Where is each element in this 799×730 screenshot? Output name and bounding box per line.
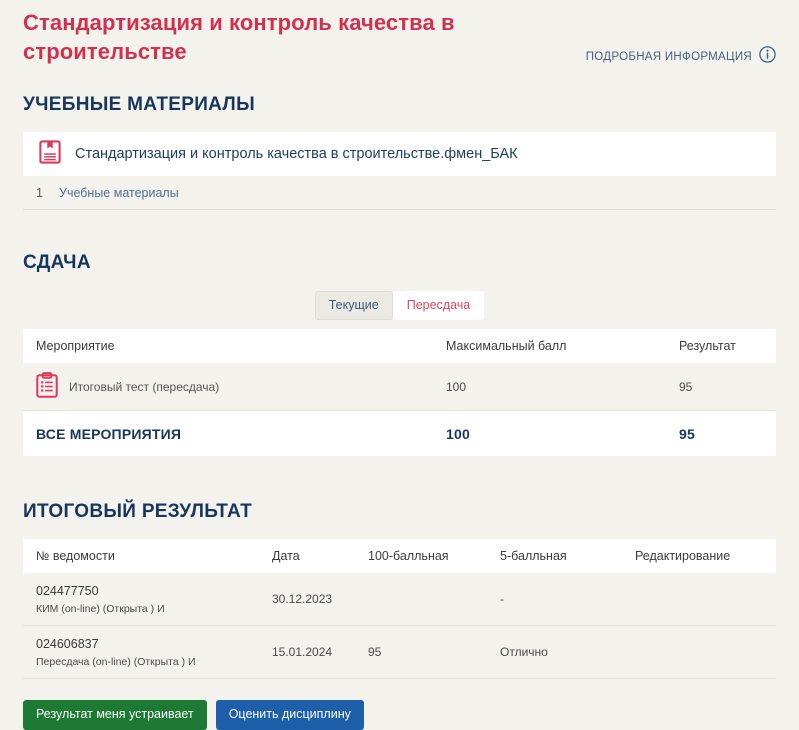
materials-block: Стандартизация и контроль качества в стр… [23,132,776,210]
sdacha-table: Мероприятие Максимальный балл Результат [23,329,776,456]
final-sheet-number: 024477750 [36,583,99,598]
detailed-info-label: ПОДРОБНАЯ ИНФОРМАЦИЯ [585,51,752,63]
sdacha-total-max-score: 100 [433,410,666,456]
final-date: 30.12.2023 [259,573,355,626]
final-sheet-desc: Пересдача (on-line) (Открыта ) И [36,655,196,668]
clipboard-checklist-icon [36,372,58,401]
tab-current[interactable]: Текущие [314,291,393,320]
final-col-score-5: 5-балльная [487,539,622,573]
final-sheet-desc: КИМ (on-line) (Открыта ) И [36,602,165,615]
sdacha-event-cell: Итоговый тест (пересдача) [23,363,433,411]
final-sheet-number: 024606837 [36,636,99,651]
final-edit[interactable] [622,573,776,626]
final-col-date: Дата [259,539,355,573]
final-result-block: № ведомости Дата 100-балльная 5-балльная… [23,539,776,679]
page-header: Стандартизация и контроль качества в стр… [23,0,776,68]
table-row[interactable]: 024477750 КИМ (on-line) (Открыта ) И 30.… [23,573,776,626]
sdacha-event-name: Итоговый тест (пересдача) [69,379,220,394]
final-result-section-title: ИТОГОВЫЙ РЕЗУЛЬТАТ [23,501,253,522]
final-score-5: - [487,573,622,626]
material-card-title: Стандартизация и контроль качества в стр… [75,146,518,162]
table-row[interactable]: Итоговый тест (пересдача) 100 95 [23,363,776,411]
materials-section-title: УЧЕБНЫЕ МАТЕРИАЛЫ [23,94,255,115]
info-circle-icon [759,46,776,68]
tab-retake[interactable]: Пересдача [392,291,485,320]
sdacha-total-result: 95 [666,410,776,456]
book-icon [39,139,61,169]
material-link[interactable]: Учебные материалы [59,185,179,200]
final-result-table: № ведомости Дата 100-балльная 5-балльная… [23,539,776,679]
table-row[interactable]: 024606837 Пересдача (on-line) (Открыта )… [23,625,776,679]
material-card[interactable]: Стандартизация и контроль качества в стр… [23,132,776,176]
final-result-header-row: № ведомости Дата 100-балльная 5-балльная… [23,539,776,573]
sdacha-tabs: Текущие Пересдача [23,291,776,320]
sdacha-col-max-score: Максимальный балл [433,329,666,363]
final-score-100: 95 [355,625,487,679]
sdacha-total-label: ВСЕ МЕРОПРИЯТИЯ [23,410,433,456]
final-number-cell: 024606837 Пересдача (on-line) (Открыта )… [23,625,259,679]
page-title: Стандартизация и контроль качества в стр… [23,10,455,64]
material-sub-row[interactable]: 1 Учебные материалы [23,176,776,210]
material-index: 1 [36,185,43,200]
sdacha-event-result: 95 [666,363,776,411]
final-date: 15.01.2024 [259,625,355,679]
final-number-cell: 024477750 КИМ (on-line) (Открыта ) И [23,573,259,626]
final-col-edit: Редактирование [622,539,776,573]
sdacha-col-event: Мероприятие [23,329,433,363]
sdacha-total-row: ВСЕ МЕРОПРИЯТИЯ 100 95 [23,410,776,456]
course-page: Стандартизация и контроль качества в стр… [23,0,776,730]
final-col-score-100: 100-балльная [355,539,487,573]
sdacha-event-max-score: 100 [433,363,666,411]
final-col-number: № ведомости [23,539,259,573]
detailed-info-link[interactable]: ПОДРОБНАЯ ИНФОРМАЦИЯ [586,46,776,68]
final-edit[interactable] [622,625,776,679]
sdacha-col-result: Результат [666,329,776,363]
final-score-5: Отлично [487,625,622,679]
sdacha-section-title: СДАЧА [23,252,91,273]
final-score-100 [355,573,487,626]
sdacha-table-header-row: Мероприятие Максимальный балл Результат [23,329,776,363]
